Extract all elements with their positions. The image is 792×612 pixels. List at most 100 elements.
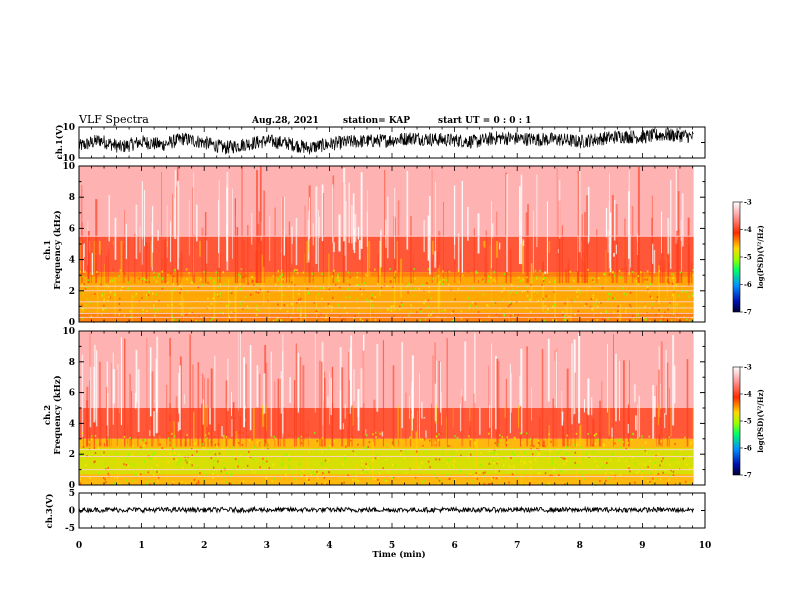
spectrogram-streak xyxy=(291,226,293,264)
spectrogram-speck xyxy=(408,437,411,440)
spectrogram-streak xyxy=(491,262,492,302)
spectrogram-speck xyxy=(361,293,363,296)
spectrogram-streak xyxy=(588,186,590,242)
spectrogram-streak xyxy=(304,205,306,283)
spectrogram-speck xyxy=(301,474,303,477)
spectrogram-speck xyxy=(523,461,525,464)
spectrogram-speck xyxy=(171,303,173,306)
spectrogram-speck xyxy=(212,464,215,467)
spectrogram-speck xyxy=(466,474,469,477)
spectrogram-speck xyxy=(161,277,164,280)
spectrogram-speck xyxy=(129,310,132,313)
spectrogram-speck xyxy=(597,438,600,441)
spectrogram-speck xyxy=(300,435,303,438)
spectrogram-speck xyxy=(672,474,675,477)
spectrogram-streak xyxy=(546,201,548,274)
spectrogram-speck xyxy=(123,435,126,438)
spectrogram-streak xyxy=(567,264,569,283)
spectrogram-speck xyxy=(281,462,284,465)
spectrogram-speck xyxy=(169,272,172,275)
spectrogram-speck xyxy=(149,457,152,460)
spectrogram-speck xyxy=(642,318,644,321)
spectrogram-speck xyxy=(644,441,647,444)
spectrogram-speck xyxy=(283,304,286,307)
spectrogram-streak xyxy=(315,295,317,322)
spectrogram-streak xyxy=(145,242,148,283)
spectrogram-speck xyxy=(374,477,377,480)
spectrogram-speck xyxy=(564,302,566,305)
spectrogram-streak xyxy=(280,249,282,253)
spectrogram-speck xyxy=(487,305,489,308)
spectrogram-speck xyxy=(418,287,420,290)
spectrogram-speck xyxy=(534,269,537,272)
spectrogram-speck xyxy=(574,451,577,454)
spectrogram-speck xyxy=(641,446,643,449)
spectrogram-speck xyxy=(687,283,690,286)
spectrogram-speck xyxy=(148,291,151,294)
colorbar-tick-label: -7 xyxy=(744,471,752,480)
spectrogram-speck xyxy=(209,277,211,280)
spectrogram-speck xyxy=(596,465,599,468)
spectrogram-band xyxy=(79,331,694,408)
spectrogram-speck xyxy=(154,314,156,317)
spectrogram-speck xyxy=(81,304,83,307)
spectrogram-streak xyxy=(267,443,269,447)
spectrogram-speck xyxy=(475,271,477,274)
spectrogram-streak xyxy=(606,343,608,413)
spectrogram-speck xyxy=(612,270,614,273)
spectrogram-streak xyxy=(174,197,175,239)
spectrogram-speck xyxy=(652,303,654,306)
spectrogram-speck xyxy=(387,308,389,311)
spectrogram-speck xyxy=(629,470,631,473)
spectrogram-speck xyxy=(285,453,288,456)
spectrogram-streak xyxy=(425,430,427,438)
spectrogram-speck xyxy=(330,309,333,312)
spectrogram-speck xyxy=(355,284,358,287)
spectrogram-speck xyxy=(530,311,532,314)
spectrogram-streak xyxy=(169,337,172,447)
spectrogram-speck xyxy=(684,436,686,439)
spectrogram-streak xyxy=(350,335,353,407)
spectrogram-speck xyxy=(576,443,579,446)
spectrogram-streak xyxy=(497,361,500,447)
spectrogram-streak xyxy=(580,424,582,463)
spectrogram-speck xyxy=(513,465,515,468)
spectrogram-speck xyxy=(533,290,536,293)
spectrogram-streak xyxy=(251,279,254,283)
spectrogram-streak xyxy=(152,205,154,253)
spectrogram-speck xyxy=(441,310,443,313)
spectrogram-streak xyxy=(619,360,620,421)
spectrogram-speck xyxy=(649,480,651,483)
spectrogram-speck xyxy=(497,443,500,446)
spectrogram-speck xyxy=(492,452,494,455)
spectrogram-speck xyxy=(448,465,450,468)
spectrogram-streak xyxy=(675,168,678,244)
spectrogram-speck xyxy=(594,304,596,307)
spectrogram-speck xyxy=(371,294,374,297)
spectrogram-speck xyxy=(601,287,604,290)
spectrogram-streak xyxy=(148,243,150,283)
spectrogram-speck xyxy=(415,450,418,453)
spectrogram-speck xyxy=(596,319,598,322)
spectrogram-speck xyxy=(133,463,135,466)
spectrogram-speck xyxy=(209,319,212,322)
spectrogram-speck xyxy=(88,441,90,444)
spectrogram-streak xyxy=(633,384,636,402)
spectrogram-speck xyxy=(420,310,422,313)
spectrogram-streak xyxy=(322,425,324,447)
spectrogram-speck xyxy=(506,436,508,439)
spectrogram-speck xyxy=(622,440,625,443)
spectrogram-speck xyxy=(519,432,522,435)
spectrogram-speck xyxy=(548,433,550,436)
spectrogram-speck xyxy=(155,310,157,313)
spectrogram-streak xyxy=(605,250,607,290)
spectrogram-speck xyxy=(378,472,381,475)
spectrogram-speck xyxy=(640,437,643,440)
spectrogram-speck xyxy=(643,476,645,479)
spectrogram-streak xyxy=(439,265,441,305)
spectrogram-streak xyxy=(674,365,676,404)
spectrogram-speck xyxy=(467,270,470,273)
spectrogram-speck xyxy=(119,297,121,300)
spectrogram-speck xyxy=(178,453,180,456)
spectrogram-streak xyxy=(380,229,382,268)
